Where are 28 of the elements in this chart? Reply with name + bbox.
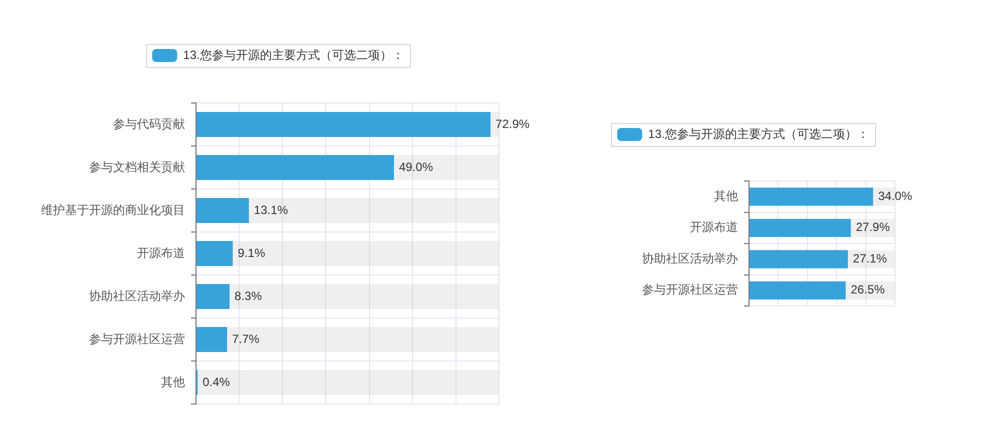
y-tick-label: 开源布道 (690, 220, 738, 234)
bar (196, 327, 228, 352)
data-label: 0.4% (202, 374, 230, 389)
y-tick-label: 协助社区活动举办 (89, 288, 185, 303)
y-tick-label: 其他 (161, 374, 185, 389)
data-label: 7.7% (232, 332, 260, 346)
y-tick-label: 参与开源社区运营 (89, 332, 185, 346)
data-label: 13.1% (254, 202, 288, 217)
data-label: 27.1% (852, 251, 888, 266)
legend-label: 13.您参与开源的主要方式（可选二项）： (648, 126, 869, 141)
legend-label: 13.您参与开源的主要方式（可选二项）： (183, 48, 404, 62)
data-label: 72.9% (496, 116, 530, 131)
y-tick-label: 参与代码贡献 (113, 116, 185, 131)
data-label: 34.0% (878, 188, 912, 203)
data-label: 49.0% (398, 160, 434, 174)
y-tick-label: 协助社区活动举办 (642, 251, 738, 266)
bar (196, 241, 233, 266)
y-tick-label: 维护基于开源的商业化项目 (41, 202, 185, 217)
data-label: 27.9% (856, 220, 890, 234)
bar (196, 284, 230, 309)
bar (196, 198, 249, 223)
y-tick-label: 参与文档相关贡献 (89, 160, 185, 174)
data-label: 8.3% (234, 288, 262, 303)
y-tick-label: 参与开源社区运营 (642, 282, 738, 297)
y-tick-label: 其他 (714, 188, 738, 203)
data-label: 26.5% (850, 282, 886, 297)
y-tick-label: 开源布道 (137, 246, 185, 260)
data-label: 9.1% (238, 246, 266, 260)
